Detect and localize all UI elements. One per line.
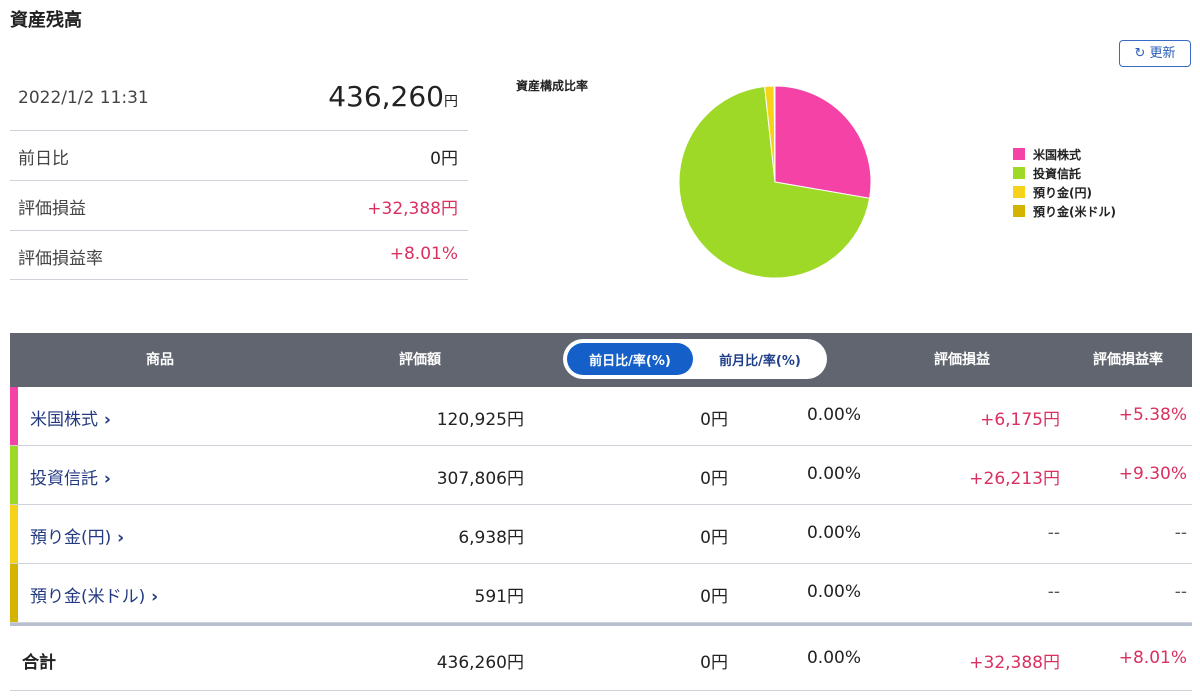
- product-link[interactable]: 米国株式: [30, 405, 111, 430]
- summary-label: 評価損益率: [18, 249, 103, 269]
- cell: 0.00%: [806, 523, 861, 543]
- summary-line: [10, 130, 468, 131]
- legend-label: 預り金(円): [1033, 185, 1092, 200]
- cell: --: [1174, 582, 1187, 602]
- legend-swatch: [1013, 167, 1025, 179]
- row-line: [10, 563, 1192, 564]
- cell: +8.01%: [1118, 648, 1187, 668]
- cell: 591円: [474, 587, 524, 607]
- toggle-active: [567, 343, 693, 375]
- summary-value: +32,388円: [367, 199, 458, 219]
- datetime: 2022/1/2 11:31: [18, 88, 149, 108]
- cell: 0.00%: [806, 405, 861, 425]
- row-line: [10, 622, 1192, 623]
- pie-slice: [678, 86, 871, 279]
- summary-line: [10, 279, 468, 280]
- row-color-bar: [10, 505, 18, 563]
- cell: +32,388円: [969, 653, 1060, 673]
- summary-value: +8.01%: [389, 244, 458, 264]
- cell: 0円: [700, 653, 728, 673]
- legend-label: 預り金(米ドル): [1033, 204, 1116, 219]
- table-header-cell: 評価額: [399, 352, 441, 368]
- total-amount: 436,260円: [328, 80, 458, 113]
- cell: 307,806円: [436, 469, 524, 489]
- summary-line: [10, 230, 468, 231]
- pie-slice: [774, 85, 872, 199]
- cell: +9.30%: [1118, 464, 1187, 484]
- summary-label: 評価損益: [18, 199, 86, 219]
- cell: 6,938円: [458, 528, 524, 548]
- total-unit: 円: [444, 94, 458, 110]
- row-line: [10, 445, 1192, 446]
- cell: 120,925円: [436, 410, 524, 430]
- cell: 0円: [700, 587, 728, 607]
- cell: 0.00%: [806, 464, 861, 484]
- legend-label: 投資信託: [1033, 166, 1081, 181]
- table-header-cell: 評価損益: [934, 352, 990, 368]
- legend-swatch: [1013, 186, 1025, 198]
- legend-swatch: [1013, 148, 1025, 160]
- table-header-cell: 評価損益率: [1093, 352, 1163, 368]
- row-color-bar: [10, 564, 18, 622]
- total-separator: [10, 622, 1192, 626]
- product-link[interactable]: 投資信託: [30, 464, 111, 489]
- refresh-label: 更新: [1149, 46, 1176, 61]
- cell: 0円: [700, 469, 728, 489]
- pie-slice: [773, 85, 776, 183]
- product-link[interactable]: 預り金(米ドル): [30, 582, 158, 607]
- cell: 0円: [700, 528, 728, 548]
- total-value: 436,260: [328, 80, 444, 113]
- cell: 0.00%: [806, 648, 861, 668]
- bottom-line: [10, 690, 1192, 691]
- cell: --: [1047, 523, 1060, 543]
- table-header-cell: 商品: [146, 352, 174, 368]
- row-color-bar: [10, 387, 18, 445]
- refresh-icon: ↻: [1134, 46, 1150, 61]
- table-header-cell: 前月比/率(%): [719, 354, 801, 369]
- page-title: 資産残高: [10, 10, 82, 31]
- row-color-bar: [10, 446, 18, 504]
- refresh-button[interactable]: ↻ 更新: [1119, 40, 1191, 67]
- row-line: [10, 504, 1192, 505]
- legend-label: 米国株式: [1033, 147, 1081, 162]
- summary-line: [10, 180, 468, 181]
- cell: --: [1047, 582, 1060, 602]
- cell: +6,175円: [980, 410, 1060, 430]
- legend-swatch: [1013, 205, 1025, 217]
- product-link[interactable]: 預り金(円): [30, 523, 124, 548]
- cell: +5.38%: [1118, 405, 1187, 425]
- total-label: 合計: [22, 653, 56, 673]
- cell: 436,260円: [436, 653, 524, 673]
- cell: --: [1174, 523, 1187, 543]
- cell: +26,213円: [969, 469, 1060, 489]
- chart-title: 資産構成比率: [516, 79, 589, 93]
- summary-value: 0円: [430, 149, 458, 169]
- table-header-cell: 前日比/率(%): [589, 354, 671, 369]
- cell: 0.00%: [806, 582, 861, 602]
- summary-label: 前日比: [18, 149, 69, 169]
- cell: 0円: [700, 410, 728, 430]
